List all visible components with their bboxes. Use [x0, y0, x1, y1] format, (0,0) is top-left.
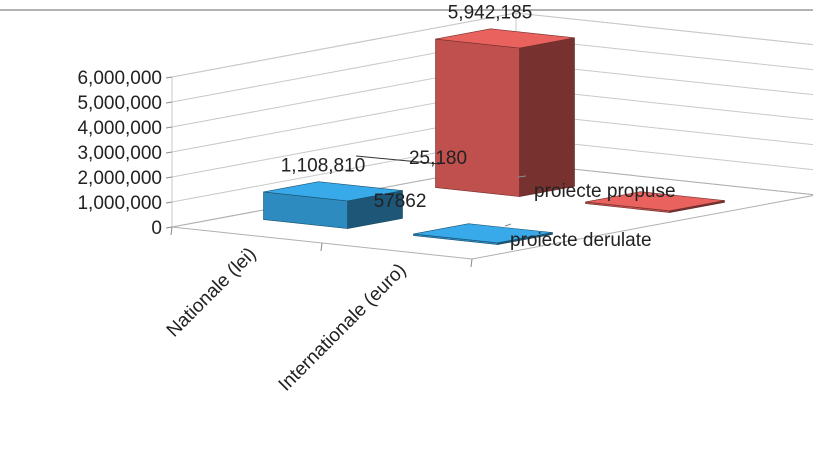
y-tick-mark [165, 226, 173, 229]
y-tick-mark [165, 101, 173, 104]
series-label: proiecte derulate [510, 230, 652, 251]
y-tick-label: 2,000,000 [77, 168, 162, 189]
y-axis: 0 1,000,000 2,000,000 3,000,000 4,000,000 5,0… [77, 68, 173, 239]
series-axis: proiecte propuse proiecte derulate [504, 175, 676, 251]
data-label: 25,180 [409, 148, 467, 169]
bars [263, 28, 725, 245]
data-label: 5,942,185 [448, 2, 533, 23]
x-tick-mark [320, 242, 323, 252]
y-tick-label: 5,000,000 [77, 93, 162, 114]
y-tick-mark [165, 76, 173, 79]
bar-top [263, 181, 403, 202]
bar-top [413, 223, 553, 244]
bar-side [519, 37, 575, 197]
y-tick-mark [165, 176, 173, 179]
x-axis: Nationale (lei) Internationale (euro) [163, 226, 473, 396]
x-tick-label: Nationale (lei) [163, 244, 261, 342]
z-tick-mark [504, 223, 512, 227]
y-tick-label: 4,000,000 [77, 118, 162, 139]
y-tick-mark [165, 201, 173, 204]
gridline [171, 12, 813, 78]
data-label: 57862 [374, 191, 427, 212]
z-tick-mark [517, 175, 527, 178]
y-tick-label: 0 [151, 218, 162, 239]
x-tick-mark [170, 226, 173, 236]
bar [435, 38, 520, 197]
leader-line [355, 155, 441, 165]
y-tick-label: 1,000,000 [77, 193, 162, 214]
y-tick-label: 6,000,000 [77, 68, 162, 89]
bar-top [435, 28, 575, 49]
floor [171, 162, 813, 260]
data-label: 1,108,810 [281, 155, 366, 176]
bar-top [585, 191, 725, 212]
y-tick-mark [165, 151, 173, 154]
y-tick-mark [165, 126, 173, 129]
x-tick-mark [470, 258, 473, 268]
y-tick-label: 3,000,000 [77, 143, 162, 164]
series-label: proiecte propuse [534, 181, 676, 202]
x-tick-label: Internationale (euro) [275, 260, 411, 396]
data-labels: 5,942,185 25,180 1,108,810 57862 [281, 2, 533, 212]
